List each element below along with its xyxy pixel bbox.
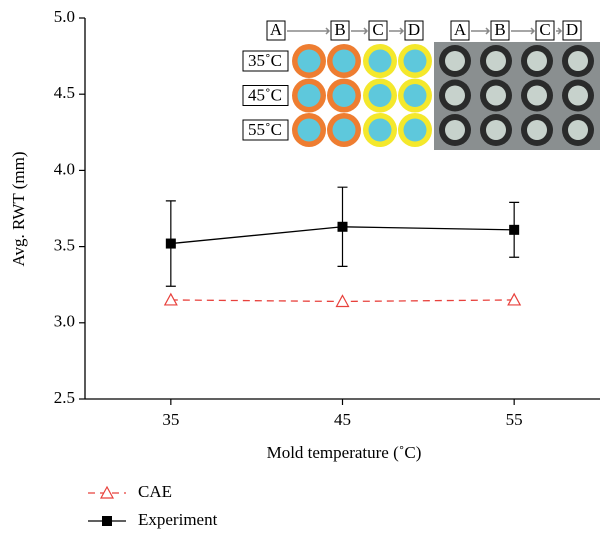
x-tick-label: 45 — [334, 410, 351, 429]
column-label: C — [539, 20, 550, 39]
sample-core — [297, 49, 321, 73]
photo-core — [527, 85, 547, 106]
photo-core — [445, 85, 465, 106]
y-axis-label: Avg. RWT (mm) — [9, 151, 28, 266]
column-label-box — [562, 20, 582, 41]
column-label: B — [334, 20, 345, 39]
photo-core — [486, 85, 506, 106]
x-tick-label: 35 — [162, 410, 179, 429]
row-label: 45˚C — [248, 85, 282, 104]
sample-core — [403, 118, 427, 142]
arrow — [389, 27, 405, 35]
sample-core — [297, 84, 321, 107]
legend-marker — [99, 485, 115, 499]
column-label-box — [490, 20, 510, 41]
y-tick-label: 4.0 — [54, 159, 75, 178]
row-label: 55˚C — [248, 120, 282, 139]
arrow — [287, 27, 331, 35]
sample-core — [368, 49, 392, 73]
column-label-box — [330, 20, 350, 41]
x-axis-label: Mold temperature (˚C) — [267, 443, 422, 462]
sample-core — [332, 84, 356, 107]
photo-core — [527, 120, 547, 140]
photo-core — [445, 120, 465, 140]
data-point — [509, 224, 520, 235]
sample-core — [332, 49, 356, 73]
arrow — [556, 27, 563, 35]
photo-core — [568, 120, 588, 140]
arrow — [351, 27, 369, 35]
y-tick-label: 3.5 — [54, 236, 75, 255]
photo-core — [527, 51, 547, 71]
y-tick-label: 4.5 — [54, 83, 75, 102]
sample-core — [368, 84, 392, 107]
column-label-box — [368, 20, 388, 41]
data-point — [165, 238, 176, 249]
sample-core — [297, 118, 321, 142]
x-tick-label: 55 — [506, 410, 523, 429]
arrow — [511, 27, 536, 35]
data-point — [335, 294, 350, 308]
data-point — [337, 221, 348, 232]
row-label: 35˚C — [248, 51, 282, 70]
legend-marker — [102, 516, 112, 526]
column-label-box — [450, 20, 470, 41]
y-tick-label: 5.0 — [54, 7, 75, 26]
photo-core — [486, 51, 506, 71]
column-label: B — [494, 20, 505, 39]
column-label-box — [404, 20, 424, 41]
legend-label: Experiment — [138, 510, 218, 529]
column-label: D — [408, 20, 420, 39]
sample-core — [403, 49, 427, 73]
column-label: D — [566, 20, 578, 39]
row-label-box — [242, 85, 289, 106]
row-label-box — [242, 50, 289, 72]
photo-core — [568, 51, 588, 71]
sample-core — [332, 118, 356, 142]
sample-core — [403, 84, 427, 107]
data-point — [163, 292, 178, 306]
data-point — [507, 292, 522, 306]
column-label: A — [454, 20, 467, 39]
y-tick-label: 2.5 — [54, 388, 75, 407]
arrow — [471, 27, 491, 35]
photo-core — [486, 120, 506, 140]
y-tick-label: 3.0 — [54, 312, 75, 331]
photo-core — [568, 85, 588, 106]
photo-core — [445, 51, 465, 71]
sample-core — [368, 118, 392, 142]
column-label-box — [266, 20, 286, 41]
column-label: A — [270, 20, 283, 39]
column-label-box — [535, 20, 555, 41]
legend-label: CAE — [138, 482, 172, 501]
row-label-box — [242, 119, 289, 141]
column-label: C — [372, 20, 383, 39]
